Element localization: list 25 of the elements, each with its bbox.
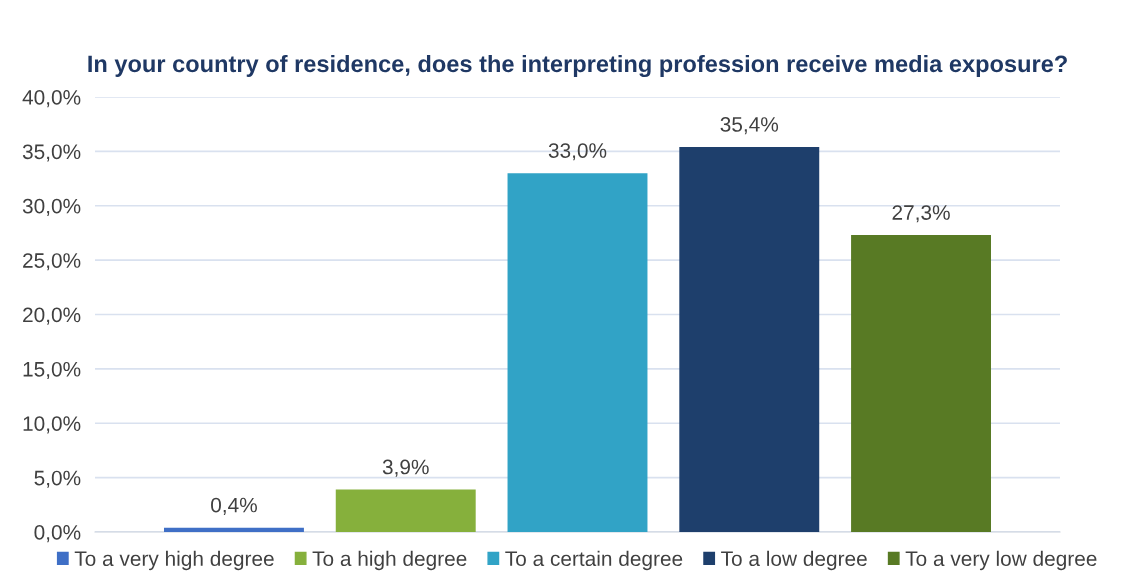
- y-tick-label: 40,0%: [22, 90, 81, 108]
- data-label: 3,9%: [382, 459, 429, 477]
- y-tick-label: 0,0%: [34, 525, 81, 543]
- legend-label: To a low degree: [721, 550, 867, 571]
- bar: [679, 147, 820, 532]
- bar: [164, 527, 304, 532]
- legend-label: To a very low degree: [905, 550, 1097, 571]
- y-tick-label: 5,0%: [34, 470, 81, 488]
- y-tick-label: 20,0%: [23, 307, 81, 325]
- y-tick-label: 15,0%: [23, 361, 81, 380]
- y-tick-label: 10,0%: [23, 416, 81, 434]
- data-label: 33,0%: [548, 143, 607, 161]
- data-label: 0,4%: [211, 497, 257, 515]
- bar: [335, 489, 476, 532]
- bar: [507, 173, 648, 532]
- chart-title: In your country of residence, does the interpreting profession receive media exposure?: [88, 54, 1067, 77]
- data-label: 35,4%: [720, 117, 779, 135]
- legend-label: To a high degree: [312, 550, 467, 571]
- y-tick-label: 30,0%: [22, 198, 81, 216]
- y-tick-label: 35,0%: [22, 144, 81, 162]
- data-label: 27,3%: [892, 205, 950, 223]
- legend-label: To a certain degree: [505, 550, 683, 571]
- y-tick-label: 25,0%: [23, 253, 81, 271]
- legend-label: To a very high degree: [74, 550, 274, 571]
- bar: [851, 235, 991, 532]
